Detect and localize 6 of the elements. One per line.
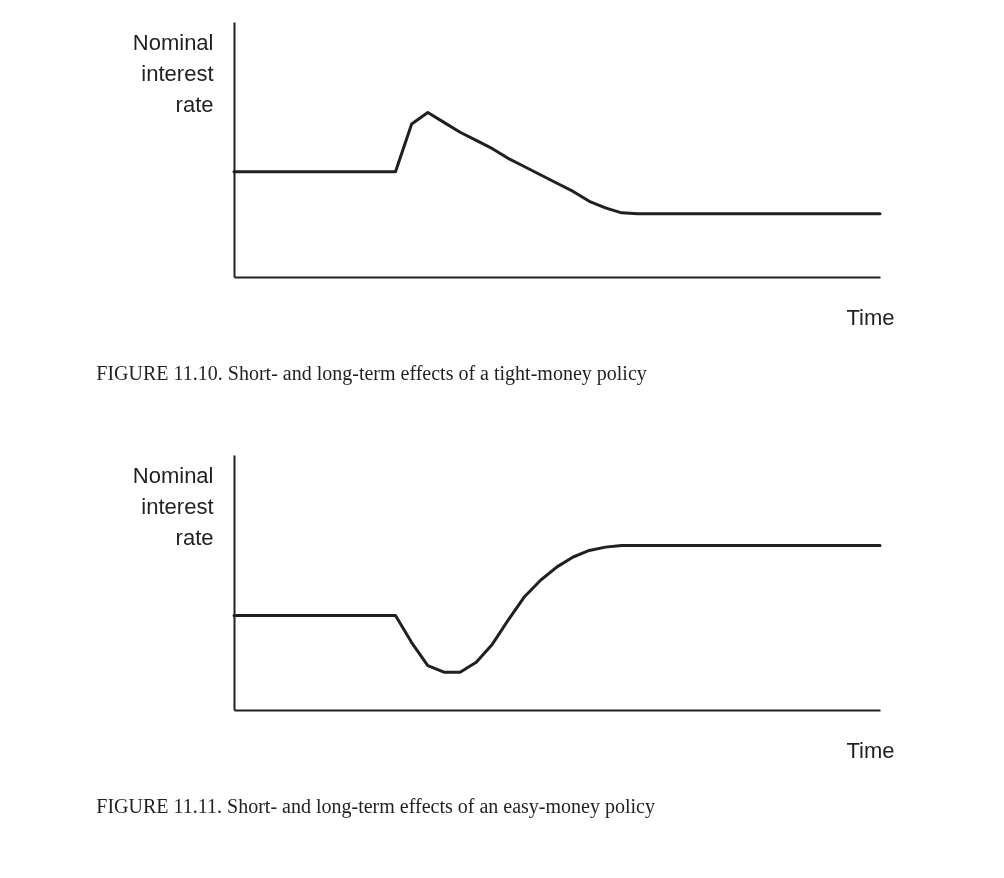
caption: FIGURE 11.10. Short- and long-term effects of a tight-money policy [96,362,647,385]
x-axis-title: Time [846,304,895,330]
y-axis-title: Nominal interest rate [132,29,214,117]
y-axis-title: Nominal interest rate [132,462,214,550]
caption: FIGURE 11.11. Short- and long-term effects of an easy-money policy [96,795,655,818]
x-axis-title: Time [846,737,895,763]
